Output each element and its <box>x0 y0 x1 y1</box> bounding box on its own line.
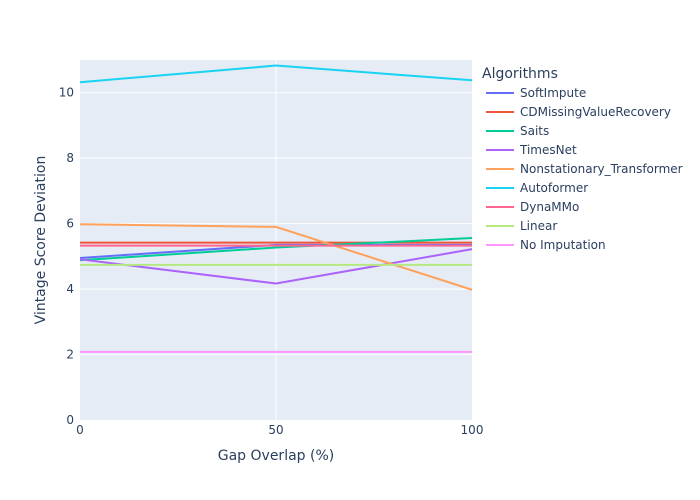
legend-item-no-imputation[interactable]: No Imputation <box>486 238 606 252</box>
legend-item-linear[interactable]: Linear <box>486 219 557 233</box>
legend-label: No Imputation <box>520 238 606 252</box>
legend-label: Autoformer <box>520 181 588 195</box>
y-tick-label: 0 <box>66 413 74 427</box>
legend-label: CDMissingValueRecovery <box>520 105 671 119</box>
y-axis-ticks: 0 2 4 6 8 10 <box>59 86 74 427</box>
legend-item-softimpute[interactable]: SoftImpute <box>486 86 586 100</box>
y-tick-label: 10 <box>59 86 74 100</box>
legend-label: Linear <box>520 219 557 233</box>
legend-label: Saits <box>520 124 549 138</box>
series-line-timesnet <box>79 248 473 285</box>
legend-title: Algorithms <box>482 66 558 82</box>
legend-item-nonstationary-transformer[interactable]: Nonstationary_Transformer <box>486 162 683 176</box>
series-lines <box>79 64 473 353</box>
y-tick-label: 2 <box>66 348 74 362</box>
x-axis-label: Gap Overlap (%) <box>218 448 334 464</box>
x-tick-label: 50 <box>268 423 283 437</box>
grid <box>80 60 472 420</box>
series-line-nonstationary-transformer <box>79 223 473 291</box>
x-tick-label: 0 <box>76 423 84 437</box>
y-tick-label: 4 <box>66 282 74 296</box>
series-line-saits <box>79 237 473 262</box>
legend-item-timesnet[interactable]: TimesNet <box>486 143 577 157</box>
legend-item-cdmissingvaluerecovery[interactable]: CDMissingValueRecovery <box>486 105 671 119</box>
legend-items[interactable]: SoftImpute CDMissingValueRecovery Saits Tim… <box>486 86 683 252</box>
legend-item-saits[interactable]: Saits <box>486 124 549 138</box>
legend-label: DynaMMo <box>520 200 579 214</box>
legend-item-autoformer[interactable]: Autoformer <box>486 181 588 195</box>
legend-label: SoftImpute <box>520 86 586 100</box>
y-axis-label: Vintage Score Deviation <box>33 156 49 325</box>
y-tick-label: 8 <box>66 151 74 165</box>
legend-item-dynammo[interactable]: DynaMMo <box>486 200 579 214</box>
y-tick-label: 6 <box>66 217 74 231</box>
legend-label: TimesNet <box>519 143 577 157</box>
x-tick-label: 100 <box>461 423 484 437</box>
series-line-autoformer <box>79 64 473 84</box>
legend[interactable]: Algorithms SoftImpute CDMissingValueRecov… <box>482 66 683 252</box>
legend-label: Nonstationary_Transformer <box>520 162 683 176</box>
x-axis-ticks: 0 50 100 <box>76 423 483 437</box>
